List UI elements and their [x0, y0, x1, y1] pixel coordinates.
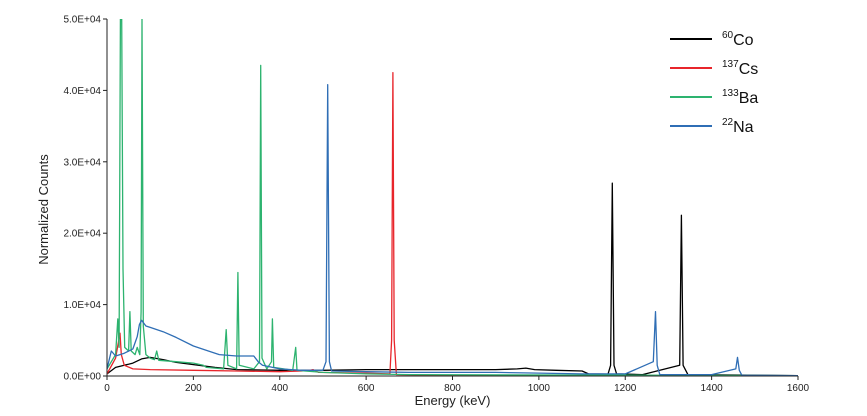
- y-axis-label: Normalized Counts: [36, 154, 51, 265]
- y-tick-label: 1.0E+04: [63, 300, 101, 311]
- legend-label-137cs: 137Cs: [722, 59, 758, 78]
- y-tick-label: 3.0E+04: [63, 157, 101, 168]
- series-line-60co: [107, 182, 798, 376]
- x-tick-label: 1600: [787, 383, 810, 394]
- y-tick-label: 5.0E+04: [63, 15, 101, 26]
- x-tick-label: 1000: [528, 383, 551, 394]
- x-tick-label: 400: [271, 383, 288, 394]
- y-tick-label: 2.0E+04: [63, 229, 101, 240]
- x-tick-label: 1400: [701, 383, 724, 394]
- y-tick-label: 4.0E+04: [63, 86, 101, 97]
- x-tick-label: 800: [444, 383, 461, 394]
- legend-label-60co: 60Co: [722, 30, 754, 49]
- x-tick-label: 0: [104, 383, 110, 394]
- legend-label-22na: 22Na: [722, 117, 754, 136]
- x-tick-label: 1200: [614, 383, 637, 394]
- series-line-137cs: [107, 71, 798, 376]
- series-line-22na: [107, 84, 798, 376]
- y-tick-label: 0.0E+00: [63, 372, 101, 383]
- axes-layer: 0 200 400 600 800 1000 1200 1400 1600 0.0E+00 1.0E…: [63, 15, 809, 395]
- legend-label-133ba: 133Ba: [722, 88, 758, 107]
- x-axis-label: Energy (keV): [415, 393, 491, 408]
- series-layer: [107, 19, 798, 376]
- legend: 60Co 137Cs 133Ba 22Na: [670, 30, 758, 136]
- x-tick-label: 600: [358, 383, 375, 394]
- series-line-133ba: [107, 19, 798, 376]
- x-tick-label: 200: [185, 383, 202, 394]
